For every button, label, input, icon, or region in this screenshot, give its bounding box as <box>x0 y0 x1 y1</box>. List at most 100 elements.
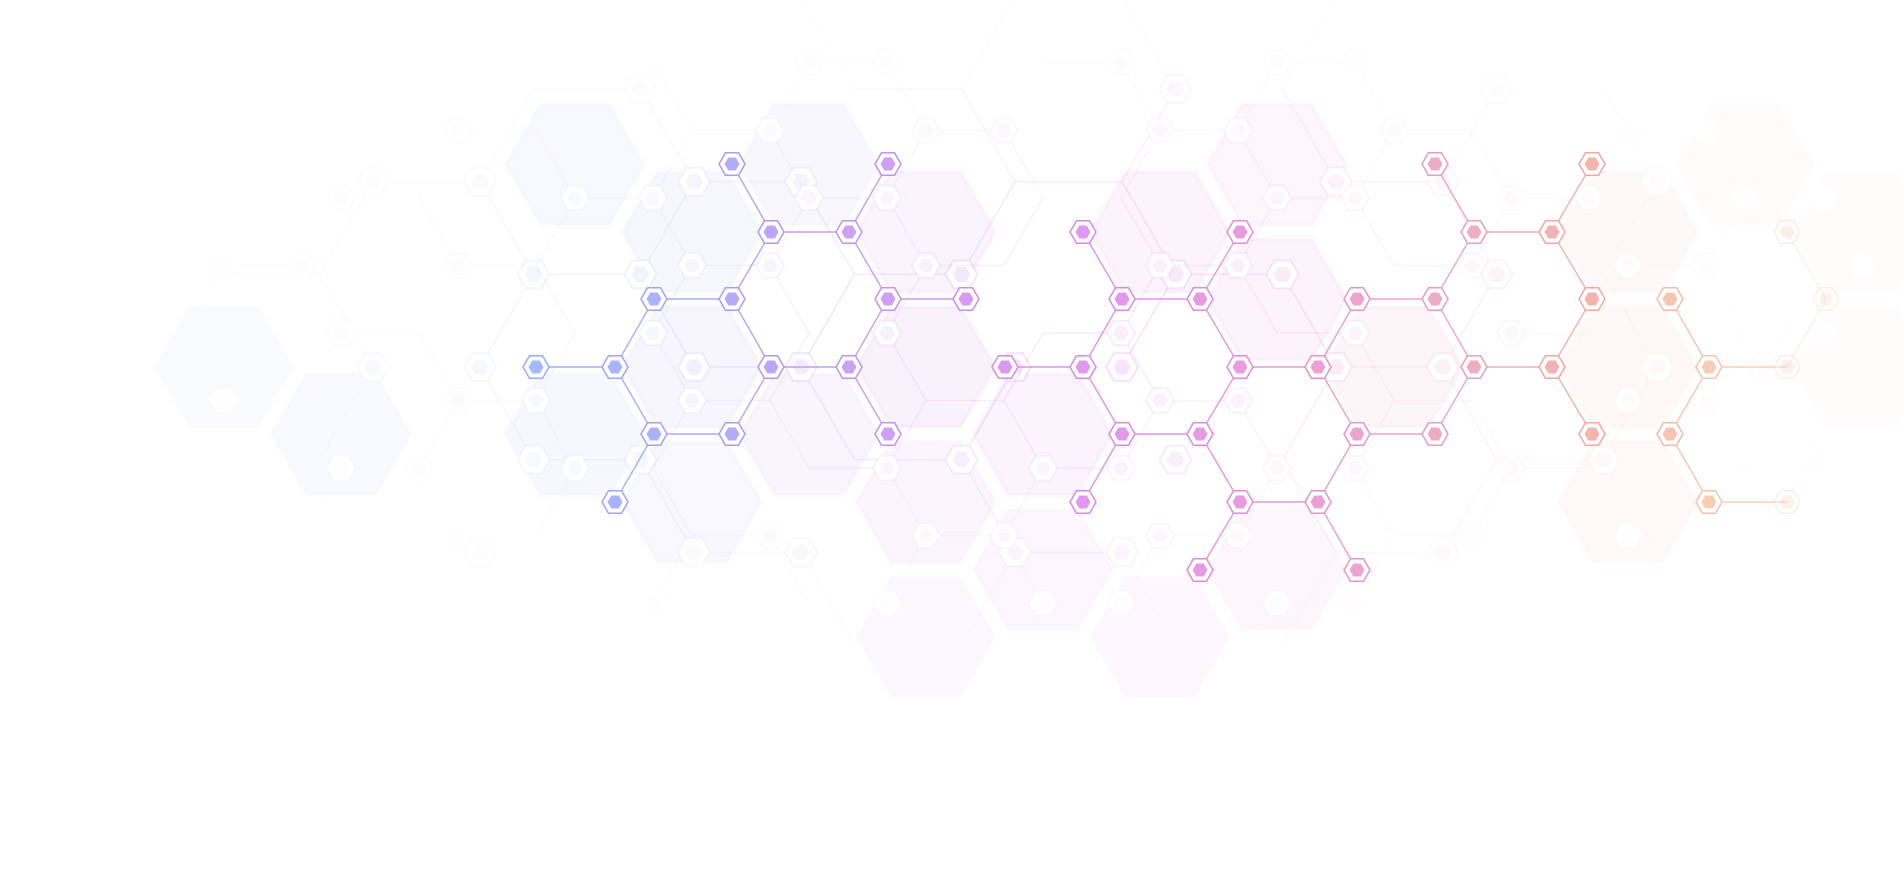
faint-large-lattice-node-core <box>471 174 489 190</box>
faint-small-lattice-node-core <box>1230 123 1246 137</box>
network-node <box>991 354 1019 380</box>
faint-large-lattice-node-outline <box>462 352 498 382</box>
network-nodes <box>522 151 1840 583</box>
faint-large-lattice-edge <box>800 273 856 368</box>
faint-small-lattice-node-outline <box>988 117 1020 144</box>
faint-small-lattice-node-outline <box>871 455 903 482</box>
faint-large-lattice-node-core <box>685 174 703 190</box>
node-hexagon-core <box>1192 292 1208 306</box>
faint-large-lattice-edge <box>800 366 856 461</box>
faint-large-lattice-node-core <box>685 544 703 560</box>
faint-large-lattice-edge <box>1281 88 1337 183</box>
network-node <box>874 421 902 447</box>
faint-large-lattice-node-outline <box>944 444 979 475</box>
network-node <box>1343 557 1371 583</box>
network-node <box>718 421 746 447</box>
network-node <box>1226 489 1254 515</box>
node-hexagon-core <box>1544 360 1560 374</box>
network-node <box>1538 354 1566 380</box>
faint-large-lattice-edge <box>1442 459 1498 553</box>
node-hexagon-core <box>1779 225 1795 239</box>
faint-small-lattice-node-outline <box>1144 387 1176 414</box>
node-hexagon-core <box>1075 225 1091 239</box>
faint-small-lattice-node-core <box>567 461 583 475</box>
faint-small-lattice-node-outline <box>1495 319 1527 347</box>
faint-large-lattice-edge <box>960 366 1016 461</box>
faint-large-lattice-node-core <box>364 359 382 375</box>
node-hexagon-core <box>1818 292 1834 306</box>
faint-small-lattice-node-outline <box>1456 252 1488 279</box>
faint-large-lattice-node-core <box>471 359 489 375</box>
faint-small-lattice-node-outline <box>327 320 355 346</box>
faint-small-lattice-node-outline <box>444 118 472 143</box>
faint-small-lattice-node-outline <box>754 117 786 144</box>
faint-small-lattice-node-outline <box>910 117 942 144</box>
faint-small-lattice-node-core <box>762 258 778 273</box>
faint-small-lattice-node-core <box>1152 393 1168 408</box>
node-hexagon-core <box>958 292 974 306</box>
node-hexagon-core <box>1779 495 1795 509</box>
faint-small-lattice-node-outline <box>1105 319 1137 347</box>
node-hexagon-core <box>1349 563 1365 577</box>
faint-large-lattice-edge <box>479 273 535 368</box>
faint-small-lattice-node-outline <box>1341 50 1369 75</box>
faint-small-lattice-node-core <box>1620 258 1636 273</box>
faint-large-lattice-edge <box>1442 273 1498 368</box>
network-node <box>640 286 668 312</box>
node-hexagon-core <box>841 360 857 374</box>
node-hexagon-core <box>1662 427 1678 441</box>
node-hexagon-core <box>1232 495 1248 509</box>
node-hexagon-core <box>607 360 623 374</box>
faint-hexagon-tile <box>271 373 411 496</box>
node-hexagon-core <box>1075 360 1091 374</box>
network-node <box>601 489 629 515</box>
faint-large-lattice-edge <box>318 273 374 368</box>
faint-small-lattice-node-outline <box>637 184 669 211</box>
faint-small-lattice-node-outline <box>1144 117 1176 144</box>
faint-small-lattice-node-outline <box>639 591 667 616</box>
node-hexagon-core <box>1310 495 1326 509</box>
faint-small-lattice-node-outline <box>1222 252 1254 279</box>
faint-small-lattice-node-outline <box>1105 455 1137 482</box>
node-hexagon-core <box>1544 225 1560 239</box>
faint-large-lattice-node-core <box>1113 544 1131 560</box>
network-node <box>1460 354 1488 380</box>
faint-small-lattice-node-core <box>684 393 700 408</box>
network-node <box>874 151 902 177</box>
faint-large-lattice-node-outline <box>357 167 389 196</box>
network-node <box>1343 286 1371 312</box>
faint-small-lattice-node-outline <box>1690 252 1722 279</box>
faint-small-lattice-node-core <box>801 191 817 205</box>
network-node <box>1578 421 1606 447</box>
node-hexagon-core <box>1779 360 1795 374</box>
faint-small-lattice-edge <box>536 536 575 604</box>
faint-small-lattice-node-core <box>1113 461 1129 475</box>
faint-small-lattice-node-outline <box>1573 184 1605 211</box>
faint-small-lattice-node-core <box>1230 529 1246 543</box>
faint-large-lattice-node-outline <box>676 352 712 382</box>
node-hexagon-core <box>763 225 779 239</box>
network-node <box>1421 421 1449 447</box>
network-node <box>522 354 550 380</box>
network-node <box>1421 286 1449 312</box>
node-hexagon-core <box>1232 225 1248 239</box>
faint-large-lattice-node-core <box>1327 174 1345 190</box>
network-node <box>1108 286 1136 312</box>
faint-small-lattice-node-core <box>996 529 1012 543</box>
faint-hexagon-tile <box>1558 441 1698 563</box>
faint-small-lattice-node-outline <box>1809 185 1837 210</box>
faint-small-lattice-node-outline <box>1378 117 1410 144</box>
faint-large-lattice-node-core <box>1166 81 1185 97</box>
faint-small-lattice-node-outline <box>637 319 669 347</box>
faint-small-lattice-node-outline <box>754 522 786 549</box>
network-node <box>1069 354 1097 380</box>
node-hexagon-core <box>880 427 896 441</box>
faint-large-lattice-node-outline <box>516 259 551 290</box>
faint-small-lattice-node-core <box>879 461 895 475</box>
faint-large-lattice-node-outline <box>1104 352 1140 382</box>
faint-large-lattice-edge <box>1121 88 1177 183</box>
node-hexagon-core <box>1114 427 1130 441</box>
faint-small-lattice-node-core <box>567 191 583 205</box>
faint-hexagon-tile <box>1090 171 1230 293</box>
